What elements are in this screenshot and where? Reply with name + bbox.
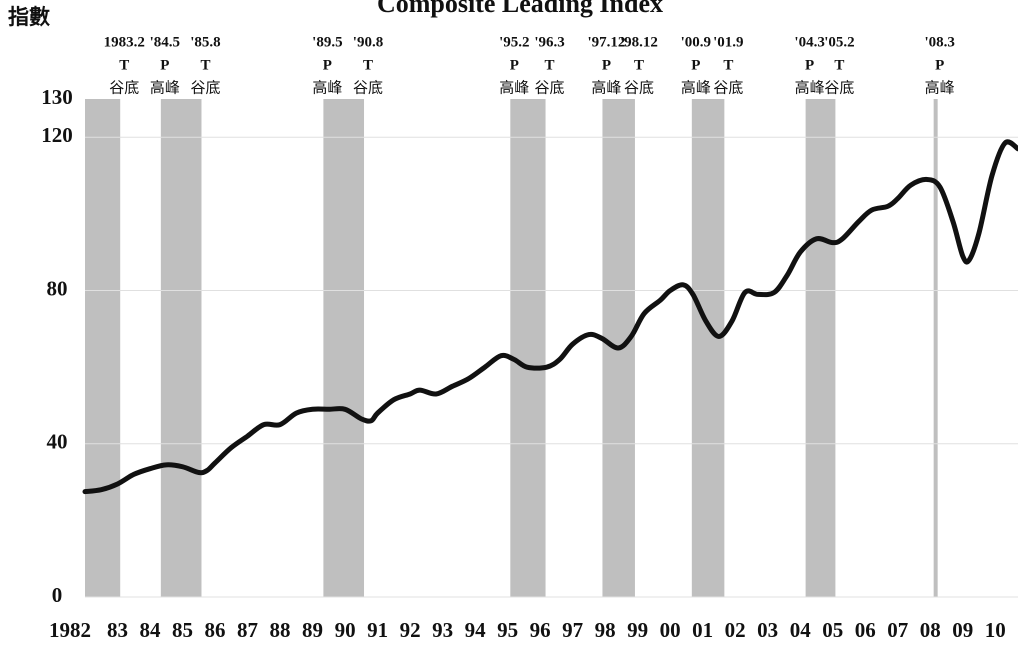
x-tick-label: 99 [627, 618, 648, 642]
turning-label: 高峰 [312, 79, 342, 97]
turning-label: 高峰 [499, 79, 529, 97]
turning-label: 高峰 [681, 79, 711, 97]
x-tick-label: 04 [790, 618, 812, 642]
x-tick-label: 08 [920, 618, 941, 642]
turning-date: '00.9 [681, 34, 711, 50]
x-tick-label: 07 [887, 618, 908, 642]
turning-date: '98.12 [620, 34, 658, 50]
y-tick-label: 40 [47, 430, 68, 454]
turning-type: P [602, 57, 611, 73]
turning-label: 谷底 [190, 79, 220, 97]
x-tick-label: 09 [952, 618, 973, 642]
x-tick-label: 93 [432, 618, 453, 642]
contraction-band [805, 99, 836, 597]
x-tick-label: 86 [205, 618, 226, 642]
turning-type: P [691, 57, 700, 73]
turning-date: '05.2 [824, 34, 854, 50]
contraction-band [323, 99, 365, 597]
x-tick-label: 83 [107, 618, 128, 642]
turning-label: 谷底 [109, 79, 139, 97]
x-tick-label: 01 [692, 618, 713, 642]
turning-label: 谷底 [624, 79, 654, 97]
x-tick-label: 03 [757, 618, 778, 642]
contraction-band [691, 99, 725, 597]
x-tick-label: 06 [855, 618, 876, 642]
turning-type: P [935, 57, 944, 73]
turning-type: T [723, 57, 733, 73]
turning-date: '97.12 [587, 34, 625, 50]
turning-type: P [510, 57, 519, 73]
x-tick-label: 96 [530, 618, 551, 642]
turning-date: '89.5 [312, 34, 342, 50]
turning-date: '85.8 [190, 34, 220, 50]
x-tick-label: 97 [562, 618, 583, 642]
turning-label: 高峰 [150, 79, 180, 97]
turning-label: 高峰 [925, 79, 955, 97]
turning-date: '90.8 [353, 34, 383, 50]
chart-title: Composite Leading Index [377, 0, 663, 18]
turning-date: '04.3 [794, 34, 824, 50]
turning-label: 谷底 [713, 79, 743, 97]
turning-date: '96.3 [534, 34, 564, 50]
x-tick-label: 88 [270, 618, 291, 642]
y-tick-label: 130 [41, 85, 73, 109]
y-tick-label: 0 [52, 583, 63, 607]
y-axis-label: 指數 [8, 5, 50, 29]
x-tick-label: 85 [172, 618, 193, 642]
x-tick-label: 98 [595, 618, 616, 642]
turning-label: 谷底 [824, 79, 854, 97]
x-tick-label: 05 [822, 618, 843, 642]
turning-type: P [160, 57, 169, 73]
turning-label: 高峰 [591, 79, 621, 97]
x-tick-label: 89 [302, 618, 323, 642]
y-tick-label: 120 [41, 123, 73, 147]
turning-type: T [363, 57, 373, 73]
turning-type: T [545, 57, 555, 73]
turning-label: 高峰 [795, 79, 825, 97]
x-tick-label: 87 [237, 618, 258, 642]
index-line [82, 139, 1018, 495]
x-tick-label: 90 [335, 618, 356, 642]
x-tick-label: 10 [985, 618, 1006, 642]
contraction-band [85, 99, 121, 597]
turning-type: P [323, 57, 332, 73]
x-tick-label: 84 [140, 618, 162, 642]
x-tick-label: 91 [367, 618, 388, 642]
x-tick-label: 94 [465, 618, 487, 642]
turning-label: 谷底 [535, 79, 565, 97]
contraction-band [510, 99, 546, 597]
turning-type: T [834, 57, 844, 73]
y-tick-label: 80 [47, 276, 68, 300]
x-tick-label: 02 [725, 618, 746, 642]
x-tick-label: 1982 [49, 618, 91, 642]
turning-date: '01.9 [713, 34, 743, 50]
turning-type: T [119, 57, 129, 73]
turning-type: P [805, 57, 814, 73]
x-tick-label: 00 [660, 618, 681, 642]
turning-type: T [200, 57, 210, 73]
turning-date: '84.5 [150, 34, 180, 50]
turning-label: 谷底 [353, 79, 383, 97]
contraction-band [160, 99, 202, 597]
turning-date: '08.3 [924, 34, 954, 50]
turning-date: '95.2 [499, 34, 529, 50]
x-tick-label: 92 [400, 618, 421, 642]
turning-date: 1983.2 [104, 34, 145, 50]
turning-type: T [634, 57, 644, 73]
x-tick-label: 95 [497, 618, 518, 642]
